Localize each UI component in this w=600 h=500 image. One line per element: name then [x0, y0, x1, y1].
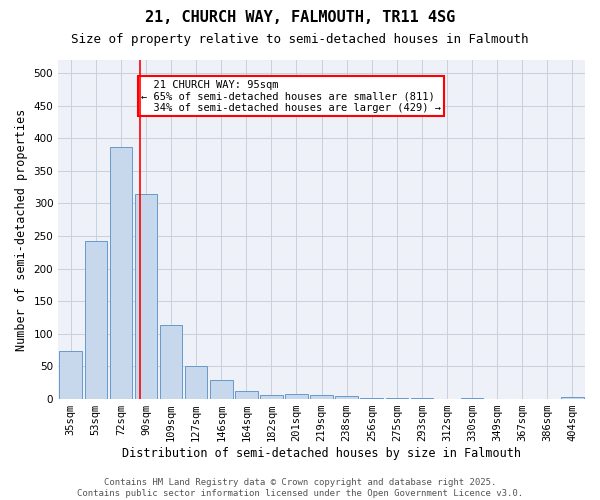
Bar — [134, 194, 157, 399]
Bar — [260, 394, 283, 399]
Text: 21, CHURCH WAY, FALMOUTH, TR11 4SG: 21, CHURCH WAY, FALMOUTH, TR11 4SG — [145, 10, 455, 25]
Y-axis label: Number of semi-detached properties: Number of semi-detached properties — [15, 108, 28, 350]
Bar — [185, 366, 208, 399]
Bar — [335, 396, 358, 399]
Bar — [110, 146, 132, 399]
Bar — [285, 394, 308, 399]
Text: Size of property relative to semi-detached houses in Falmouth: Size of property relative to semi-detach… — [71, 32, 529, 46]
Bar — [361, 398, 383, 399]
Bar — [310, 394, 333, 399]
Text: Contains HM Land Registry data © Crown copyright and database right 2025.
Contai: Contains HM Land Registry data © Crown c… — [77, 478, 523, 498]
Bar — [410, 398, 433, 399]
Bar — [235, 390, 257, 399]
Bar — [160, 326, 182, 399]
X-axis label: Distribution of semi-detached houses by size in Falmouth: Distribution of semi-detached houses by … — [122, 447, 521, 460]
Bar — [561, 397, 584, 399]
Bar — [386, 398, 408, 399]
Bar — [85, 242, 107, 399]
Bar — [461, 398, 484, 399]
Text: 21 CHURCH WAY: 95sqm
← 65% of semi-detached houses are smaller (811)
  34% of se: 21 CHURCH WAY: 95sqm ← 65% of semi-detac… — [141, 80, 441, 113]
Bar — [210, 380, 233, 399]
Bar — [59, 352, 82, 399]
